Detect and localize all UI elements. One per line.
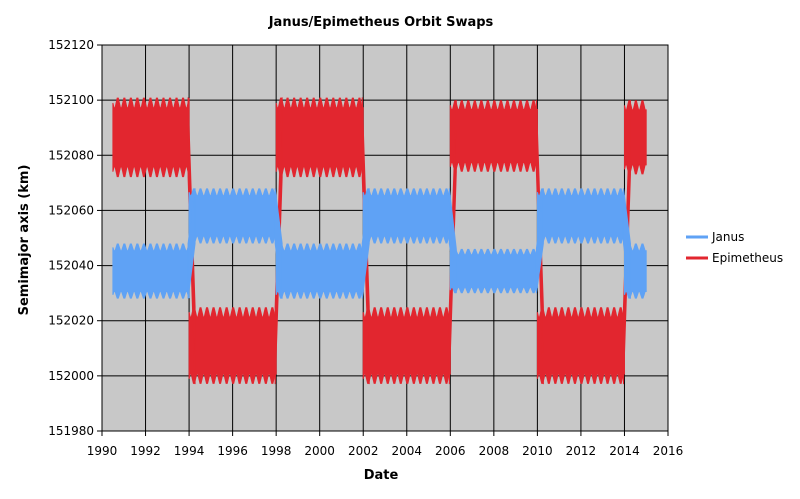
series-band — [362, 188, 451, 244]
y-tick-label: 152120 — [48, 38, 94, 52]
x-axis-ticks: 1990 1992 1994 1996 1998 2000 2002 2004 2006 2008… — [87, 431, 684, 458]
series-janus — [112, 188, 647, 299]
x-tick-label: 1996 — [217, 444, 248, 458]
x-tick-label: 2010 — [522, 444, 553, 458]
x-tick-label: 1994 — [174, 444, 205, 458]
legend-label: Epimetheus — [712, 251, 783, 265]
x-tick-label: 2004 — [391, 444, 422, 458]
series-band — [275, 243, 364, 299]
y-tick-label: 151980 — [48, 424, 94, 438]
x-tick-label: 1992 — [130, 444, 161, 458]
series-band — [362, 307, 451, 384]
series-transition — [535, 188, 544, 294]
y-tick-label: 152040 — [48, 259, 94, 273]
series-transition — [187, 188, 196, 299]
series-band — [536, 307, 625, 384]
x-tick-label: 1998 — [261, 444, 292, 458]
x-tick-label: 2006 — [435, 444, 466, 458]
x-tick-label: 2012 — [566, 444, 597, 458]
series-band — [188, 307, 277, 384]
x-tick-label: 2002 — [348, 444, 379, 458]
series-transition — [361, 188, 370, 299]
series-transition — [274, 188, 283, 299]
y-tick-label: 152080 — [48, 148, 94, 162]
y-axis-ticks: 151980 152000 152020 152040 152060 152080 1521… — [48, 38, 102, 438]
chart-title: Janus/Epimetheus Orbit Swaps — [268, 15, 494, 30]
series-band — [449, 100, 538, 172]
series-band — [112, 97, 190, 178]
series-transition — [622, 188, 631, 299]
y-tick-label: 152020 — [48, 314, 94, 328]
series-band — [275, 97, 364, 178]
y-axis-title: Semimajor axis (km) — [17, 165, 32, 316]
x-tick-label: 2016 — [653, 444, 684, 458]
x-tick-label: 1990 — [87, 444, 118, 458]
series-band — [449, 248, 538, 294]
y-tick-label: 152100 — [48, 93, 94, 107]
series-layer — [112, 97, 647, 385]
series-band — [536, 188, 625, 244]
x-axis-title: Date — [364, 468, 399, 483]
x-tick-label: 2014 — [609, 444, 640, 458]
series-band — [188, 188, 277, 244]
series-band — [624, 100, 647, 175]
y-tick-label: 152060 — [48, 203, 94, 217]
series-transition — [448, 188, 457, 294]
x-tick-label: 2008 — [479, 444, 510, 458]
x-tick-label: 2000 — [304, 444, 335, 458]
series-band — [112, 243, 190, 299]
plot-border — [101, 44, 669, 432]
legend-label: Janus — [711, 230, 744, 244]
y-tick-label: 152000 — [48, 369, 94, 383]
series-epimetheus — [112, 97, 647, 385]
legend: Janus Epimetheus — [686, 230, 783, 265]
